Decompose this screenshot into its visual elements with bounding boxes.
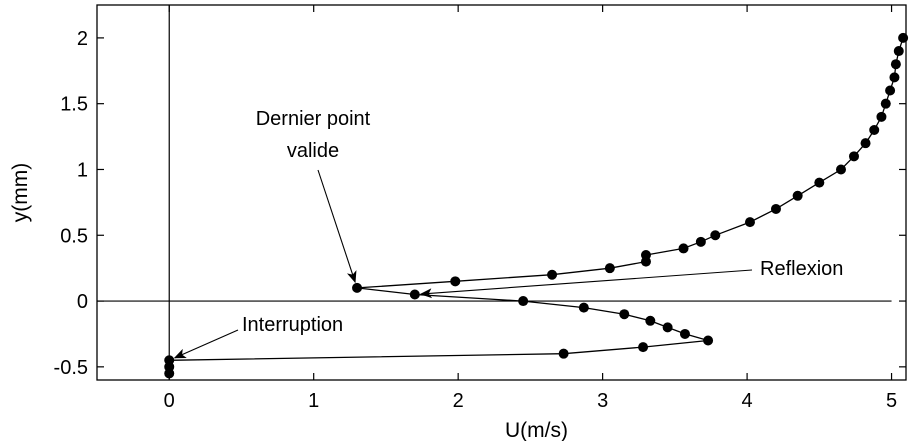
data-point [703, 335, 714, 346]
x-tick-label: 0 [164, 390, 175, 412]
data-point [876, 111, 887, 122]
x-tick-label: 3 [597, 390, 608, 412]
data-point [640, 256, 651, 267]
annotation-arrow [317, 169, 357, 284]
y-tick-label: 1.5 [60, 94, 88, 116]
data-point [409, 289, 420, 300]
data-point [558, 348, 569, 359]
data-point [638, 342, 649, 353]
x-tick-label: 1 [308, 390, 319, 412]
x-axis-title: U(m/s) [505, 419, 568, 441]
data-point [835, 164, 846, 175]
data-point [710, 230, 721, 241]
x-tick-label: 2 [453, 390, 464, 412]
annotation-arrow [173, 329, 239, 359]
data-point [678, 243, 689, 254]
data-point [518, 296, 529, 307]
data-point [645, 315, 656, 326]
data-point [889, 72, 900, 83]
data-point [619, 309, 630, 320]
plot-frame [96, 4, 907, 381]
data-point [792, 190, 803, 201]
annotation-label: valide [287, 140, 339, 162]
data-point [869, 125, 880, 135]
data-point [885, 85, 896, 96]
data-point [547, 269, 558, 280]
x-tick-label: 4 [742, 390, 753, 412]
data-point [164, 368, 175, 379]
y-tick-label: -0.5 [54, 357, 88, 379]
y-tick-label: 1 [77, 159, 88, 181]
data-point [893, 46, 904, 57]
y-tick-label: 2 [77, 28, 88, 50]
data-point [848, 151, 859, 162]
y-axis-title: y(mm) [9, 163, 32, 222]
plot-area: 0 1 2 3 4 5 -0.5 0 0.5 1 1.5 2 U(m/s) y(mm) Dernier po… [9, 4, 909, 441]
data-point [880, 98, 891, 109]
x-tick-label: 5 [886, 390, 897, 412]
data-point [770, 203, 781, 214]
data-point [352, 282, 363, 293]
y-tick-label: 0.5 [60, 225, 88, 247]
data-point [814, 177, 825, 188]
data-point [890, 59, 901, 70]
annotation-arrow [419, 269, 753, 299]
y-tick-label: 0 [77, 291, 88, 313]
data-point [662, 322, 673, 333]
data-point [679, 328, 690, 339]
data-point [695, 236, 706, 247]
annotation-label: Reflexion [760, 258, 843, 280]
data-point [860, 138, 871, 149]
annotation-label: Dernier point [256, 108, 371, 130]
data-point [578, 302, 589, 313]
data-point [604, 263, 615, 274]
data-point [450, 276, 461, 287]
annotation-label: Interruption [242, 314, 343, 336]
data-point [744, 217, 755, 228]
data-point [898, 32, 909, 43]
